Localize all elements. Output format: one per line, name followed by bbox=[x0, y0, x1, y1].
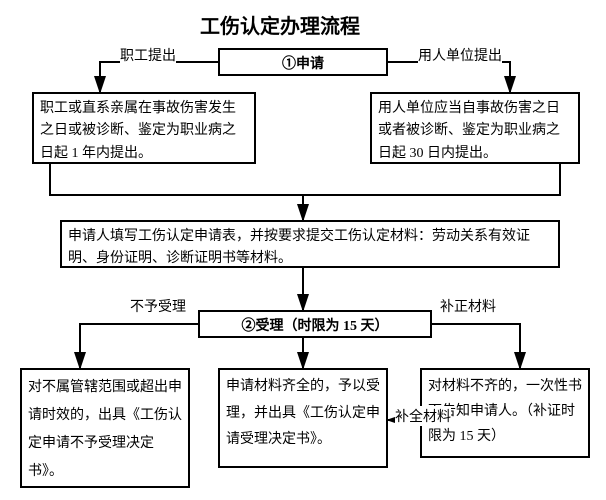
node-ok-text: 申请材料齐全的，予以受理，并出具《工伤认定申请受理决定书》。 bbox=[226, 379, 380, 447]
node-supp-text: 对材料不齐的，一次性书面告知申请人。（补证时限为 15 天） bbox=[428, 379, 582, 444]
node-apply: ①申请 bbox=[218, 48, 388, 76]
arrow-apply-to-emp bbox=[100, 62, 218, 92]
label-emp_lbl-text: 职工提出 bbox=[120, 49, 176, 64]
node-unit-text: 用人单位应当自事故伤害之日或者被诊断、鉴定为职业病之日起 30 日内提出。 bbox=[378, 101, 560, 161]
page-title: 工伤认定办理流程 bbox=[200, 10, 360, 39]
label-rej_lbl-text: 不予受理 bbox=[130, 300, 186, 315]
node-apply-text: ①申请 bbox=[282, 57, 324, 72]
label-rej_lbl: 不予受理 bbox=[130, 296, 186, 316]
node-emp-text: 职工或直系亲属在事故伤害发生之日或被诊断、鉴定为职业病之日起 1 年内提出。 bbox=[40, 101, 236, 161]
node-reject-text: 对不属管辖范围或超出申请时效的，出具《工伤认定申请不予受理决定书》。 bbox=[28, 380, 182, 479]
label-supp2_lbl-text: 补全材料 bbox=[395, 410, 451, 425]
node-reject: 对不属管辖范围或超出申请时效的，出具《工伤认定申请不予受理决定书》。 bbox=[20, 368, 190, 488]
label-emp_lbl: 职工提出 bbox=[120, 45, 176, 65]
arrow-accept-to-reject bbox=[80, 324, 198, 368]
arrow-accept-to-supp bbox=[432, 324, 520, 368]
node-emp: 职工或直系亲属在事故伤害发生之日或被诊断、鉴定为职业病之日起 1 年内提出。 bbox=[32, 92, 256, 164]
node-submit-text: 申请人填写工伤认定申请表，并按要求提交工伤认定材料：劳动关系有效证明、身份证明、… bbox=[68, 229, 530, 266]
node-ok: 申请材料齐全的，予以受理，并出具《工伤认定申请受理决定书》。 bbox=[218, 368, 388, 468]
label-supp_lbl: 补正材料 bbox=[440, 296, 496, 316]
arrow-merge-bar bbox=[50, 164, 560, 195]
node-accept-text: ②受理（时限为 15 天） bbox=[242, 319, 389, 334]
label-supp2_lbl: 补全材料 bbox=[395, 406, 451, 426]
label-unit_lbl-text: 用人单位提出 bbox=[418, 49, 502, 64]
node-accept: ②受理（时限为 15 天） bbox=[198, 310, 432, 338]
node-unit: 用人单位应当自事故伤害之日或者被诊断、鉴定为职业病之日起 30 日内提出。 bbox=[370, 92, 580, 164]
flowchart-canvas: 工伤认定办理流程 ①申请职工或直系亲属在事故伤害发生之日或被诊断、鉴定为职业病之… bbox=[0, 0, 606, 500]
node-submit: 申请人填写工伤认定申请表，并按要求提交工伤认定材料：劳动关系有效证明、身份证明、… bbox=[60, 220, 560, 268]
label-unit_lbl: 用人单位提出 bbox=[418, 45, 502, 65]
arrow-apply-to-unit bbox=[388, 62, 510, 92]
label-supp_lbl-text: 补正材料 bbox=[440, 300, 496, 315]
